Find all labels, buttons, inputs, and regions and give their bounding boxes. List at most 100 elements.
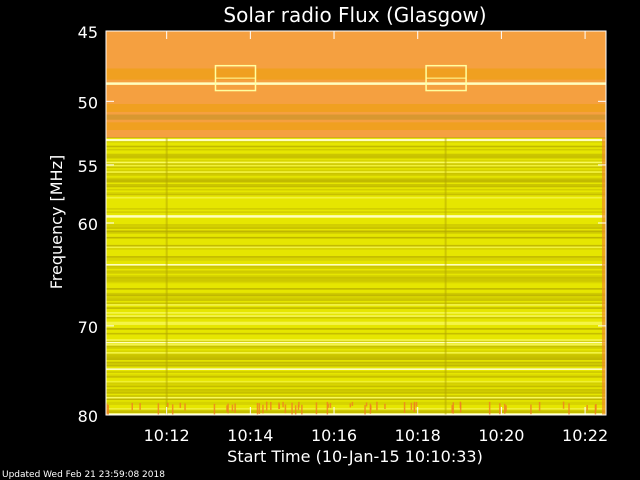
spectrogram-row [106,272,606,274]
spectrogram-row [106,256,606,258]
burst-speckle [227,403,229,414]
spectrogram-row [106,259,606,261]
spectrogram-row [106,122,606,131]
spectrogram-row [106,374,606,377]
burst-speckle [278,404,281,409]
spectrogram-row [106,363,606,365]
spectrogram-row [106,280,606,282]
burst-speckle [351,401,354,406]
burst-speckle [213,403,216,415]
burst-speckle [562,401,565,409]
spectrogram-row [106,140,606,143]
x-axis-label: Start Time (10-Jan-15 10:10:33) [227,447,483,466]
y-axis-label: Frequency [MHz] [47,155,66,289]
spectrogram-row [106,380,606,383]
x-axis: 10:12 10:14 10:16 10:18 10:20 10:22 [144,31,608,445]
spectrogram-row [106,153,606,156]
spectrogram-row [106,169,606,172]
spectrogram-row [106,304,606,306]
burst-speckle [231,404,234,412]
spectrogram-row [106,275,606,277]
burst-speckle [167,402,169,408]
burst-speckle [376,401,378,411]
burst-speckle [315,402,318,415]
spectrogram-row [106,164,606,167]
y-tick-label: 80 [78,407,98,426]
spectrogram-row [106,224,606,226]
spectrogram-row [106,315,606,317]
x-tick-label: 10:16 [311,426,357,445]
burst-speckle [270,401,272,411]
spectrogram-row [106,411,606,413]
spectrogram-row [106,401,606,404]
burst-speckle [179,402,182,408]
spectrogram-row [106,172,606,175]
spectrogram-row [106,390,606,393]
spectrogram-row [106,177,606,180]
burst-speckle [451,404,453,414]
updated-timestamp: Updated Wed Feb 21 23:59:08 2018 [2,470,165,480]
spectrogram-row [106,171,606,173]
burst-speckle [298,401,300,408]
burst-speckle [413,403,416,412]
spectrogram-row [106,244,606,247]
spectrogram-row [106,409,606,412]
burst-speckle [139,403,141,410]
spectrogram-row [106,103,606,112]
spectrogram-row [106,211,606,213]
spectrogram-row [106,328,606,330]
burst-speckle [415,401,418,407]
burst-speckle [326,401,329,415]
spectrogram-row [106,361,606,364]
spectrogram-row [106,192,606,194]
burst-speckle [530,404,532,415]
burst-speckle [157,403,160,415]
spectrogram-row [106,193,606,196]
burst-speckle [452,402,455,414]
spectrogram-row [106,179,606,181]
bright-line [106,341,606,344]
chart-title: Solar radio Flux (Glasgow) [223,3,486,27]
spectrogram-row [106,232,606,234]
burst-speckle [294,405,297,415]
burst-speckle [365,402,368,407]
bright-line [106,82,606,85]
burst-speckle [403,402,406,413]
spectrogram-row [106,316,606,319]
burst-speckle [226,405,228,412]
spectrogram-row [106,248,606,250]
burst-speckle [503,403,506,414]
spectrogram-row [106,180,606,183]
spectrogram-row [106,227,606,229]
spectrogram-row [106,270,606,273]
burst-speckle [282,401,284,408]
burst-speckle [131,402,133,411]
spectrogram-row [106,160,606,162]
x-tick-label: 10:12 [144,426,190,445]
spectrogram-row [106,345,606,348]
burst-speckle [499,403,501,415]
spectrogram-row [106,188,606,191]
burst-speckle [234,403,236,413]
spectrogram-row [106,292,606,295]
burst-speckle [301,404,303,415]
burst-speckle [297,404,300,411]
y-tick-label: 50 [78,93,98,112]
burst-speckle [256,403,259,415]
bright-line [106,215,606,218]
spectrogram-row [106,332,606,335]
burst-speckle [364,405,366,415]
spectrogram-row [106,265,606,268]
spectrogram-row [106,376,606,378]
spectrogram-row [106,302,606,305]
spectrogram-row [106,384,606,386]
spectrogram-row [106,388,606,391]
y-tick-label: 60 [78,215,98,234]
bright-line [106,413,606,415]
bright-line [106,263,606,266]
spectrogram-row [106,358,606,361]
burst-speckle [291,402,293,415]
spectrogram-row [106,408,606,410]
time-seam [165,137,168,415]
spectrogram-row [106,339,606,341]
